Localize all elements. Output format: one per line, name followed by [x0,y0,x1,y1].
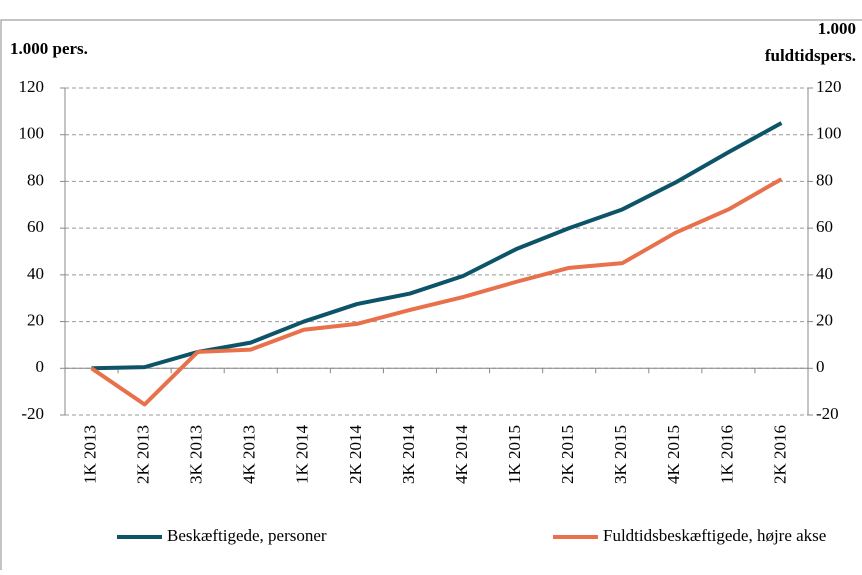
x-tick-label: 4K 2014 [452,425,471,485]
x-tick-label: 2K 2013 [134,425,153,484]
y-tick-label: 0 [36,357,45,376]
y2-tick-label: 100 [816,124,842,143]
y2-axis-label: fuldtidspers. [765,46,856,65]
y-tick-label: 40 [27,264,44,283]
x-tick-label: 2K 2016 [770,425,789,484]
y2-tick-label: 20 [816,310,833,329]
y-tick-label: 100 [19,124,45,143]
legend-label: Fuldtidsbeskæftigede, højre akse [603,526,826,545]
x-tick-label: 2K 2015 [558,425,577,484]
y2-axis-label: 1.000 [818,19,856,38]
y2-tick-label: 60 [816,217,833,236]
x-tick-label: 4K 2013 [240,425,259,484]
y-axis-label: 1.000 pers. [10,39,88,58]
x-tick-label: 1K 2013 [80,425,99,484]
y-tick-label: 120 [19,77,45,96]
y2-tick-label: 80 [816,170,833,189]
x-tick-label: 3K 2015 [611,425,630,484]
y2-tick-label: -20 [816,404,839,423]
y-tick-label: 60 [27,217,44,236]
x-tick-label: 1K 2014 [293,425,312,485]
x-tick-label: 1K 2016 [717,425,736,484]
x-tick-label: 3K 2013 [187,425,206,484]
chart-frame [0,19,862,575]
y2-tick-label: 120 [816,77,842,96]
x-tick-label: 4K 2015 [664,425,683,484]
legend-label: Beskæftigede, personer [167,526,327,545]
series-line [90,177,783,407]
x-tick-label: 2K 2014 [346,425,365,485]
y2-tick-label: 40 [816,264,833,283]
y-tick-label: -20 [21,404,44,423]
x-tick-label: 3K 2014 [399,425,418,485]
y-tick-label: 20 [27,310,44,329]
series-line [91,121,783,371]
y2-tick-label: 0 [816,357,825,376]
x-tick-label: 1K 2015 [505,425,524,484]
y-tick-label: 80 [27,170,44,189]
